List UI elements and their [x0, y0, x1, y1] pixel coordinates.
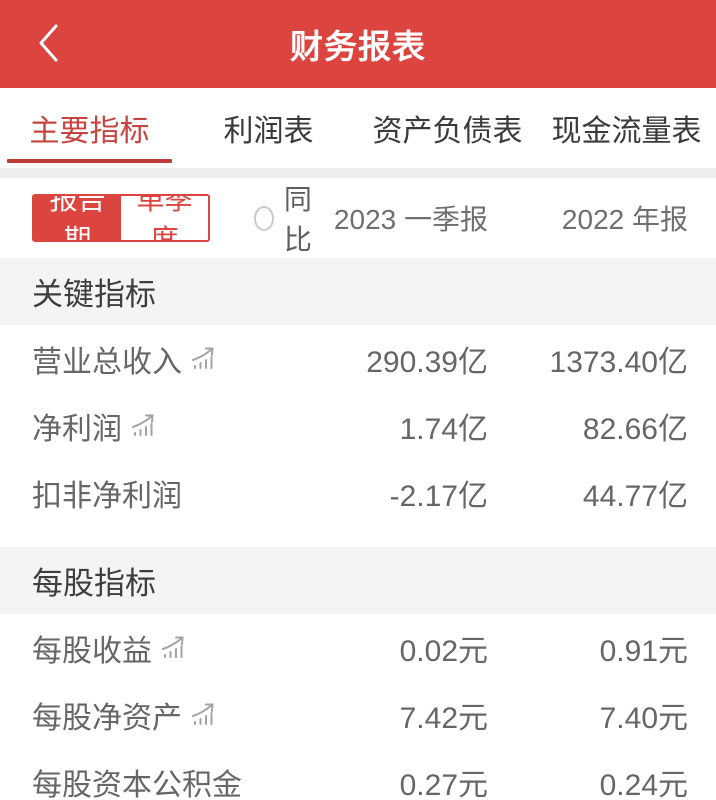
table-row: 营业总收入 290.39亿 1373.40亿	[0, 325, 716, 392]
tab-label: 利润表	[223, 115, 314, 148]
value-cell: 0.91元	[599, 634, 688, 668]
table-row: 每股收益 0.02元 0.91元	[0, 614, 716, 681]
value-cell: 1373.40亿	[549, 345, 688, 379]
trend-chart-icon[interactable]	[190, 701, 217, 736]
trend-chart-icon[interactable]	[190, 345, 217, 380]
active-tab-underline	[7, 159, 172, 163]
yoy-radio[interactable]: 同比	[254, 178, 326, 258]
value-cell: 82.66亿	[582, 412, 688, 446]
value-cell: 44.77亿	[582, 479, 688, 513]
tab-label: 主要指标	[29, 115, 150, 148]
value-cell: 1.74亿	[399, 412, 488, 446]
trend-chart-icon[interactable]	[130, 412, 157, 447]
row-label: 每股净资产	[32, 693, 326, 737]
tab-main-indicators[interactable]: 主要指标	[0, 88, 179, 168]
value-cell: 0.24元	[599, 768, 688, 800]
segment-single-quarter[interactable]: 单季度	[121, 196, 208, 240]
column-header-2022-annual: 2022 年报	[561, 204, 688, 235]
table-row: 每股资本公积金 0.27元 0.24元	[0, 748, 716, 800]
tab-label: 现金流量表	[551, 115, 702, 148]
chevron-left-icon	[36, 22, 60, 67]
section-gap	[0, 526, 716, 547]
tab-bar: 主要指标 利润表 资产负债表 现金流量表	[0, 88, 716, 168]
tab-balance-sheet[interactable]: 资产负债表	[358, 88, 537, 168]
value-cell: 290.39亿	[366, 345, 488, 379]
back-button[interactable]	[18, 0, 78, 88]
tab-cash-flow[interactable]: 现金流量表	[537, 88, 716, 168]
value-cell: 7.40元	[599, 701, 688, 735]
table-row: 每股净资产 7.42元 7.40元	[0, 681, 716, 748]
section-header-per-share: 每股指标	[0, 547, 716, 614]
tab-separator	[0, 168, 716, 178]
radio-circle-icon	[254, 205, 274, 231]
page-title: 财务报表	[290, 28, 426, 65]
filter-row: 报告期 单季度 同比 2023 一季报 2022 年报	[0, 178, 716, 258]
tab-income-statement[interactable]: 利润表	[179, 88, 358, 168]
table-row: 扣非净利润 -2.17亿 44.77亿	[0, 459, 716, 526]
row-label: 净利润	[32, 404, 326, 448]
trend-chart-icon[interactable]	[160, 634, 187, 669]
yoy-radio-label: 同比	[283, 184, 312, 255]
section-header-key-indicators: 关键指标	[0, 258, 716, 325]
tab-label: 资产负债表	[372, 115, 523, 148]
column-header-2023-q1: 2023 一季报	[333, 204, 488, 235]
row-label: 扣非净利润	[32, 479, 182, 513]
segment-report-period[interactable]: 报告期	[34, 196, 121, 240]
period-segmented-control: 报告期 单季度	[32, 194, 211, 242]
row-label: 每股收益	[32, 626, 326, 670]
value-cell: 7.42元	[399, 701, 488, 735]
row-label: 营业总收入	[32, 337, 326, 381]
value-cell: -2.17亿	[389, 479, 488, 513]
table-row: 净利润 1.74亿 82.66亿	[0, 392, 716, 459]
value-cell: 0.02元	[399, 634, 488, 668]
filter-controls: 报告期 单季度 同比	[32, 178, 326, 258]
value-cell: 0.27元	[399, 768, 488, 800]
row-label: 每股资本公积金	[32, 768, 242, 800]
app-header: 财务报表	[0, 0, 716, 88]
